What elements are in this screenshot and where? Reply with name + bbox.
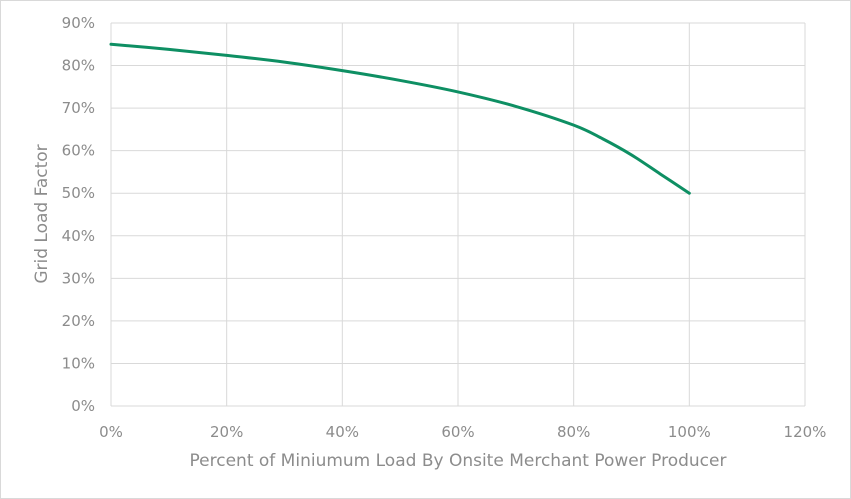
x-tick-label: 80% (557, 423, 590, 441)
series-group (109, 42, 691, 195)
y-tick-label: 20% (62, 312, 95, 330)
x-tick-label: 0% (99, 423, 123, 441)
y-tick-label: 30% (62, 269, 95, 287)
x-axis-ticks: 0% 20% 40% 60% 80% 100% 120% (99, 423, 826, 441)
y-tick-label: 60% (62, 142, 95, 160)
y-tick-label: 90% (62, 14, 95, 32)
y-tick-label: 40% (62, 227, 95, 245)
y-tick-label: 50% (62, 184, 95, 202)
y-axis-ticks: 0% 10% 20% 30% 40% 50% 60% 70% 80% 90% (62, 14, 95, 415)
series-line (109, 42, 691, 195)
y-tick-label: 80% (62, 57, 95, 75)
y-tick-label: 70% (62, 99, 95, 117)
x-tick-label: 100% (668, 423, 711, 441)
y-tick-label: 10% (62, 354, 95, 372)
gridlines (110, 22, 806, 407)
x-tick-label: 20% (210, 423, 243, 441)
x-tick-label: 40% (326, 423, 359, 441)
x-tick-label: 120% (784, 423, 827, 441)
y-tick-label: 0% (71, 397, 95, 415)
y-axis-title: Grid Load Factor (32, 144, 52, 283)
x-axis-title: Percent of Miniumum Load By Onsite Merch… (190, 451, 727, 471)
x-tick-label: 60% (441, 423, 474, 441)
